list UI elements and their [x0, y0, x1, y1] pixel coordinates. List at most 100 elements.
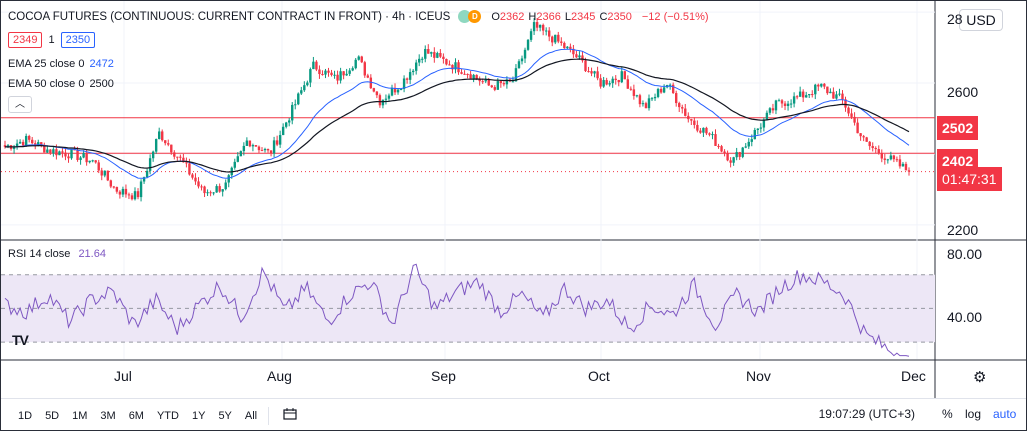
candle-body — [635, 95, 639, 97]
clock-timezone-button[interactable]: 19:07:29 (UTC+3) — [818, 407, 915, 421]
candle-body — [31, 139, 34, 144]
candle-body — [729, 160, 732, 163]
candle-body — [27, 135, 31, 140]
candle-body — [351, 68, 354, 71]
indicator-value: 2472 — [89, 58, 114, 70]
auto-scale-button[interactable]: auto — [993, 407, 1017, 421]
ohlc-label: C — [599, 10, 608, 23]
candle-body — [148, 158, 152, 171]
candle-body — [151, 151, 155, 159]
candle-body — [288, 120, 291, 123]
currency-select[interactable]: USD — [959, 9, 1003, 31]
candle-body — [466, 74, 469, 76]
time-tick-label: Oct — [588, 368, 610, 384]
candle-body — [678, 103, 681, 108]
rsi-tick-label: 80.00 — [947, 246, 983, 262]
candle-body — [257, 146, 261, 151]
candle-body — [738, 152, 741, 157]
candle-body — [801, 91, 805, 98]
price-tick-label: 2600 — [947, 84, 979, 100]
candle-body — [278, 135, 282, 145]
level-tag-2502[interactable]: 2502 — [937, 116, 979, 140]
price-tick-label: 2200 — [947, 222, 979, 238]
candle-body — [381, 99, 385, 106]
candle-body — [617, 80, 620, 83]
candle-body — [436, 52, 439, 58]
candle-body — [200, 186, 203, 188]
candle-body — [233, 161, 236, 168]
candle-body — [499, 81, 503, 84]
candle-body — [659, 88, 663, 93]
indicator-ema25[interactable]: EMA 25 close 0 2472 — [8, 58, 114, 70]
indicator-ema50[interactable]: EMA 50 close 0 2500 — [8, 78, 114, 90]
range-ytd-button[interactable]: YTD — [156, 409, 179, 422]
candle-body — [487, 79, 490, 86]
candle-body — [662, 87, 666, 93]
range-all-button[interactable]: All — [244, 409, 258, 422]
range-5d-button[interactable]: 5D — [45, 409, 60, 422]
candle-body — [593, 71, 596, 74]
candle-body — [889, 155, 893, 160]
quantity-value[interactable]: 1 — [48, 34, 55, 46]
candle-body — [717, 145, 720, 147]
candle-body — [898, 159, 902, 167]
sell-button[interactable]: 2349 — [8, 32, 43, 48]
candle-body — [418, 58, 421, 63]
candle-body — [847, 107, 850, 114]
tradingview-logo[interactable]: TV — [12, 332, 29, 348]
candle-body — [629, 88, 633, 90]
candle-body — [750, 139, 753, 142]
candle-body — [541, 24, 545, 31]
candle-body — [142, 177, 146, 182]
candle-body — [303, 85, 306, 91]
candle-body — [838, 93, 841, 95]
candle-body — [735, 152, 738, 158]
candle-body — [741, 147, 744, 157]
candle-body — [384, 98, 388, 100]
ohlc-value: 2350 — [607, 10, 632, 23]
candle-body — [254, 145, 258, 147]
range-6m-button[interactable]: 6M — [128, 409, 144, 422]
candle-body — [699, 130, 702, 133]
range-3m-button[interactable]: 3M — [100, 409, 116, 422]
symbol-title[interactable]: COCOA FUTURES (CONTINUOUS: CURRENT CONTR… — [8, 10, 451, 23]
candle-body — [681, 107, 684, 109]
candle-body — [18, 141, 22, 144]
candle-body — [269, 150, 273, 154]
candle-body — [372, 88, 376, 92]
candle-body — [674, 93, 678, 104]
candle-body — [55, 149, 58, 156]
percent-scale-button[interactable]: % — [942, 407, 953, 421]
range-1d-button[interactable]: 1D — [18, 409, 33, 422]
range-1y-button[interactable]: 1Y — [191, 409, 206, 422]
candle-body — [526, 39, 530, 50]
market-status[interactable]: D — [458, 10, 482, 23]
candle-body — [608, 83, 611, 85]
collapse-legend-button[interactable]: ︿ — [8, 96, 32, 113]
candle-body — [85, 153, 88, 163]
candle-body — [203, 186, 206, 194]
candle-body — [496, 81, 500, 90]
candle-body — [124, 188, 128, 195]
ohlc-label: O — [491, 10, 500, 23]
candle-body — [94, 160, 97, 163]
candle-body — [626, 79, 630, 89]
rsi-legend[interactable]: RSI 14 close 21.64 — [8, 248, 106, 260]
candle-body — [708, 133, 711, 135]
calendar-range-icon[interactable] — [283, 408, 297, 423]
candle-body — [783, 103, 787, 106]
candle-body — [835, 94, 838, 99]
candle-body — [103, 170, 106, 176]
candle-body — [780, 100, 784, 104]
candle-body — [197, 181, 200, 187]
buy-button[interactable]: 2350 — [60, 32, 96, 48]
log-scale-button[interactable]: log — [965, 407, 982, 421]
gear-icon[interactable]: ⚙ — [973, 369, 987, 386]
range-5y-button[interactable]: 5Y — [218, 409, 232, 422]
range-1m-button[interactable]: 1M — [72, 409, 88, 422]
candle-body — [402, 78, 406, 89]
candle-body — [448, 64, 451, 66]
candle-body — [52, 149, 55, 154]
time-tick-label: Sep — [431, 368, 456, 384]
